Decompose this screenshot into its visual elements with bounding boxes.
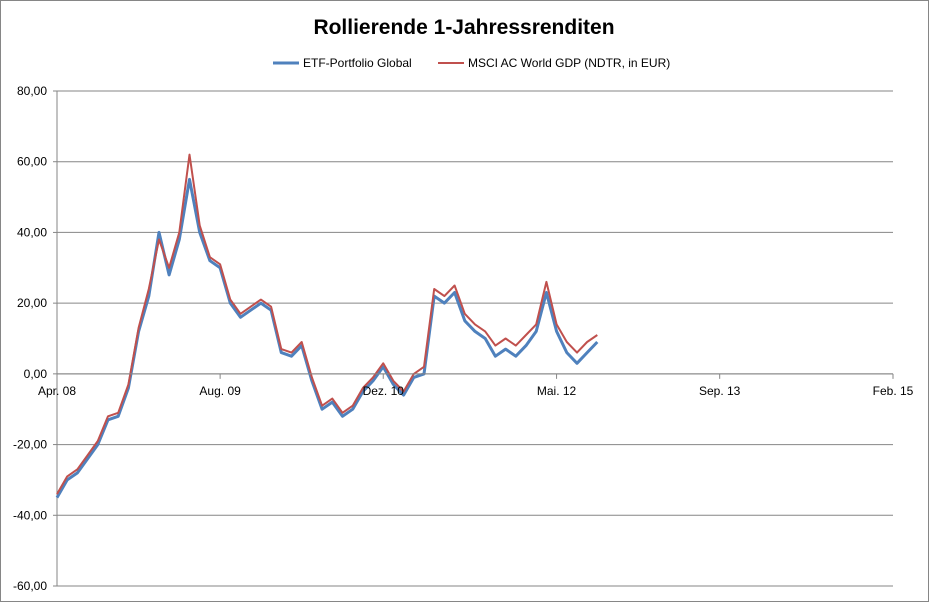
y-tick-label: 80,00: [17, 84, 47, 98]
y-tick-label: 20,00: [17, 296, 47, 310]
y-tick-label: -60,00: [13, 579, 47, 593]
y-tick-label: 60,00: [17, 155, 47, 169]
gridlines: [57, 90, 893, 587]
legend: ETF-Portfolio Global MSCI AC World GDP (…: [273, 56, 670, 70]
chart-title: Rollierende 1-Jahressrenditen: [313, 16, 614, 39]
x-tick-label: Dez. 10: [363, 384, 405, 398]
legend-label-msci: MSCI AC World GDP (NDTR, in EUR): [468, 56, 670, 70]
series-line-msci: [56, 153, 598, 495]
series-lines: [55, 153, 599, 499]
legend-label-etf: ETF-Portfolio Global: [303, 56, 412, 70]
x-tick-label: Feb. 15: [873, 384, 914, 398]
y-tick-label: 40,00: [17, 225, 47, 239]
x-tick-label: Apr. 08: [38, 384, 76, 398]
x-tick-label: Aug. 09: [199, 384, 241, 398]
x-axis-ticks: Apr. 08 Aug. 09 Dez. 10 Mai. 12 Sep. 13 Feb. …: [38, 373, 914, 398]
series-line-etf: [55, 177, 599, 499]
y-tick-label: 0,00: [24, 367, 48, 381]
y-tick-label: -40,00: [13, 508, 47, 522]
y-tick-label: -20,00: [13, 438, 47, 452]
y-axis-ticks: 80,00 60,00 40,00 20,00 0,00 -20,00 -40,00 -60,…: [13, 84, 57, 593]
x-tick-label: Mai. 12: [537, 384, 577, 398]
x-tick-label: Sep. 13: [699, 384, 741, 398]
